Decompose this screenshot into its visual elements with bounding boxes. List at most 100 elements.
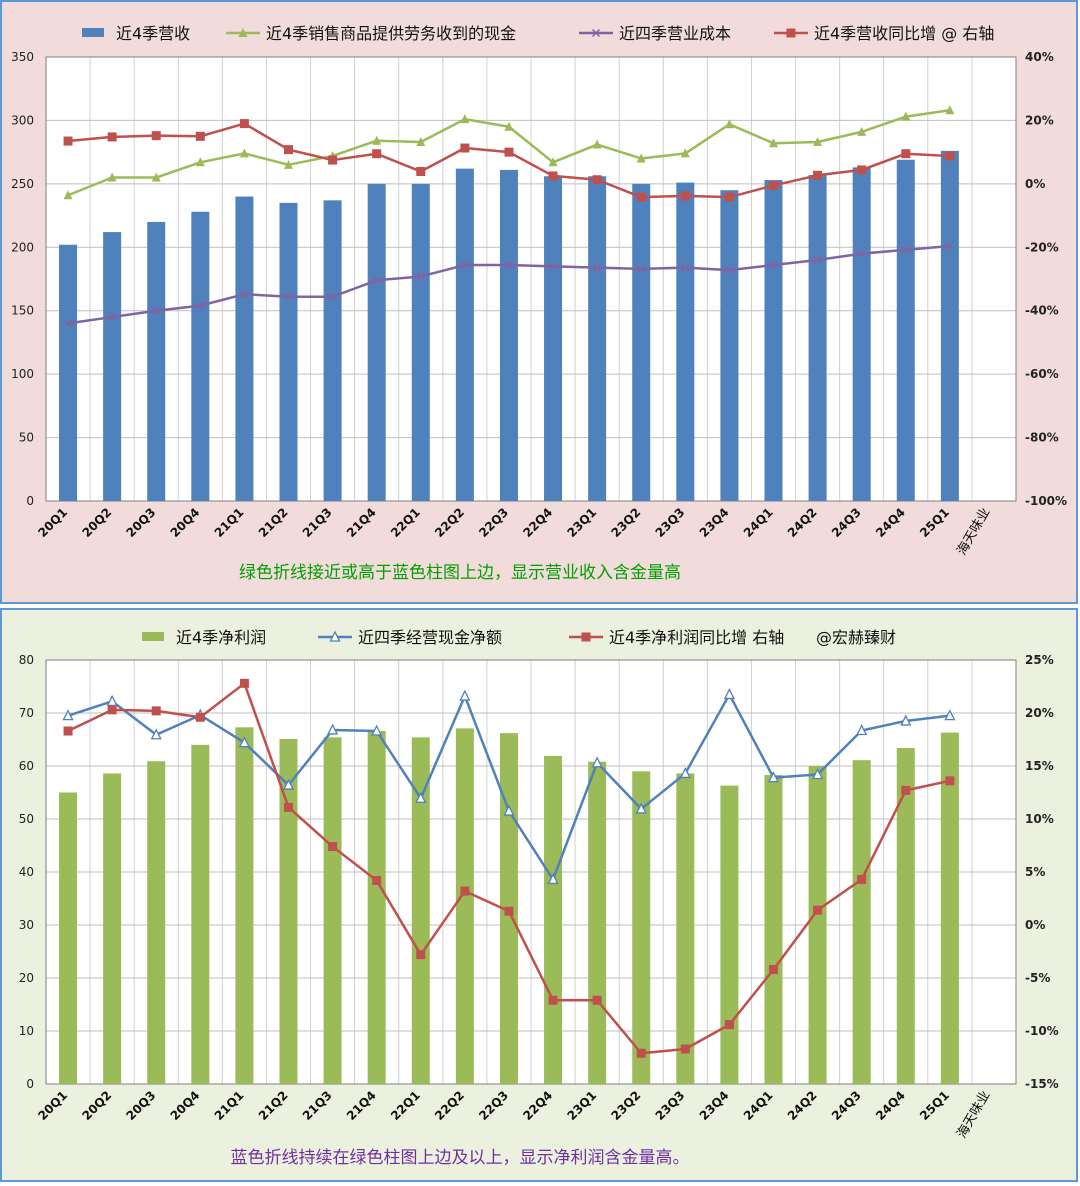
point xyxy=(62,709,74,721)
point xyxy=(372,149,382,159)
y-left-tick-label: 300 xyxy=(11,113,34,127)
point xyxy=(549,262,558,271)
bar xyxy=(367,731,386,1084)
point xyxy=(239,148,249,158)
bar xyxy=(720,190,739,501)
y-left-tick-label: 150 xyxy=(11,304,34,318)
point xyxy=(195,157,205,167)
point xyxy=(63,190,73,200)
bar xyxy=(940,732,959,1084)
point xyxy=(504,147,514,157)
chart-1: 0 50 100 150 200 250 300 350 -100% -80% -60% -40% -2… xyxy=(0,0,1078,604)
bar xyxy=(411,183,430,501)
bar xyxy=(588,761,607,1084)
legend-label: 近4季营收同比增 @ 右轴 xyxy=(814,24,994,43)
y-right-tick-label: -20% xyxy=(1025,240,1059,254)
point xyxy=(769,965,778,975)
bar xyxy=(147,761,166,1084)
y-right-tick-label: -60% xyxy=(1025,367,1059,381)
point xyxy=(548,995,558,1005)
bar xyxy=(367,183,386,501)
point xyxy=(812,768,824,780)
point xyxy=(63,136,73,146)
point xyxy=(769,261,778,270)
point xyxy=(769,138,778,148)
point xyxy=(813,170,823,180)
bar xyxy=(455,728,474,1084)
point xyxy=(151,172,161,182)
bar xyxy=(499,169,518,501)
point xyxy=(238,736,250,748)
point xyxy=(767,771,780,783)
y-left-tick-label: 250 xyxy=(11,177,34,191)
bar xyxy=(676,182,695,502)
bar xyxy=(808,766,827,1084)
legend-label: 近4季销售商品提供劳务收到的现金 xyxy=(266,24,516,43)
point xyxy=(857,126,867,136)
bar xyxy=(59,792,78,1084)
legend-label: 近4季净利润同比增 右轴 xyxy=(609,628,784,647)
point xyxy=(150,728,162,740)
y-left-tick-label: 0 xyxy=(26,1077,34,1091)
point xyxy=(504,261,513,270)
point xyxy=(327,723,339,735)
y-left-tick-label: 40 xyxy=(19,865,34,879)
point xyxy=(416,136,426,146)
y-right-tick-label: 40% xyxy=(1025,50,1054,64)
legend-marker xyxy=(786,28,796,38)
point xyxy=(592,175,602,185)
bar xyxy=(676,773,695,1084)
y-left-tick-label: 0 xyxy=(26,494,34,508)
bar xyxy=(940,150,959,502)
bar xyxy=(103,232,122,501)
y-right-tick-label: 20% xyxy=(1025,706,1054,720)
point xyxy=(592,139,602,149)
bar xyxy=(103,773,122,1084)
point xyxy=(636,153,646,163)
legend-swatch xyxy=(82,28,104,37)
point xyxy=(592,995,602,1005)
point xyxy=(901,245,910,254)
point xyxy=(240,290,249,299)
point xyxy=(195,131,205,141)
point xyxy=(724,192,734,202)
point xyxy=(282,778,295,790)
point xyxy=(107,132,117,142)
point xyxy=(724,1020,734,1030)
legend-marker xyxy=(591,28,601,38)
y-right-tick-label: -15% xyxy=(1025,1077,1059,1091)
chart-2: 0 10 20 30 40 50 60 70 80 -15% -10% -5% 0% 5% 10% 15% 20… xyxy=(0,608,1078,1182)
bar xyxy=(455,168,474,502)
point xyxy=(328,842,338,852)
point xyxy=(284,802,293,812)
point xyxy=(857,165,867,175)
point xyxy=(857,249,866,258)
point xyxy=(504,906,514,916)
bar xyxy=(720,785,739,1084)
chart-annotation: 绿色折线接近或高于蓝色柱图上边，显示营业收入含金量高 xyxy=(239,563,681,583)
point xyxy=(591,756,603,768)
point xyxy=(459,689,471,701)
point xyxy=(503,804,515,816)
y-left-tick-label: 60 xyxy=(19,759,34,773)
point xyxy=(637,264,646,273)
y-left-tick-label: 200 xyxy=(11,240,34,254)
bar xyxy=(852,760,871,1084)
point xyxy=(460,114,470,124)
point xyxy=(901,785,911,795)
chart-annotation: 蓝色折线持续在绿色柱图上边及以上，显示净利润含金量高。 xyxy=(231,1148,690,1168)
bar xyxy=(323,200,342,501)
bar xyxy=(235,727,254,1084)
point xyxy=(372,135,382,145)
y-right-tick-label: 0% xyxy=(1025,918,1045,932)
bar xyxy=(191,211,210,501)
y-left-tick-label: 100 xyxy=(11,367,34,381)
bar xyxy=(896,159,915,502)
y-left-tick-label: 70 xyxy=(19,706,34,720)
point xyxy=(901,149,911,159)
point xyxy=(372,276,381,285)
point xyxy=(725,266,734,275)
point xyxy=(901,111,911,121)
point xyxy=(636,1048,646,1058)
point xyxy=(284,159,293,169)
